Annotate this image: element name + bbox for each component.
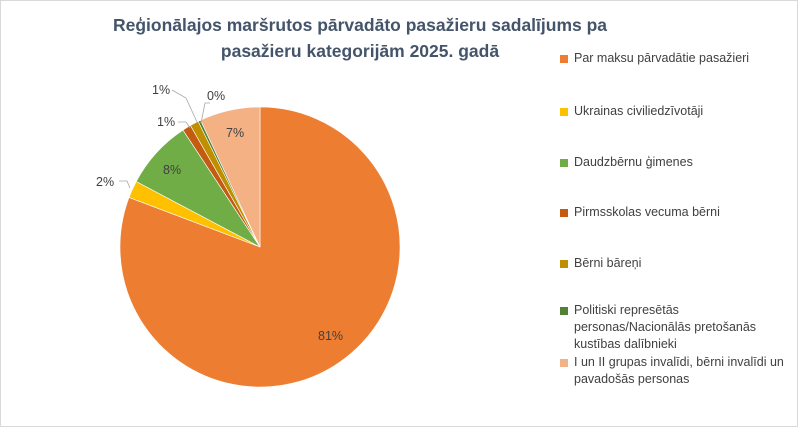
legend-swatch [560, 54, 568, 63]
data-label-7: 7% [226, 126, 244, 140]
legend-label: Politiski represētās personas/Nacionālās… [574, 303, 757, 351]
data-label-1: 81% [318, 329, 343, 343]
legend-label: Daudzbērnu ģimenes [574, 155, 693, 169]
data-label-3: 8% [163, 163, 181, 177]
legend-swatch [560, 107, 568, 116]
leader-line-6 [200, 102, 210, 124]
legend-label: Pirmsskolas vecuma bērni [574, 205, 720, 219]
pie-slice-7 [200, 106, 261, 248]
legend-swatch [560, 158, 568, 167]
legend-item-ukrainas-civiliedzivotaji: Ukrainas civiliedzīvotāji [560, 103, 796, 120]
legend-label: Ukrainas civiliedzīvotāji [574, 104, 704, 118]
legend-label: Par maksu pārvadātie pasažieri [574, 51, 750, 65]
data-label-2: 2% [96, 175, 114, 189]
legend-item-i-un-ii-grupas-invalidi-berni-invalidi-u: I un II grupas invalīdi, bērni invalīdi … [560, 354, 796, 388]
leader-line-2 [119, 180, 131, 189]
data-label-6: 0% [207, 89, 225, 103]
data-label-5: 1% [152, 83, 170, 97]
legend-swatch [560, 358, 568, 367]
legend-item-politiski-represetas-personas-nacionalas: Politiski represētās personas/Nacionālās… [560, 302, 796, 353]
legend-swatch [560, 208, 568, 217]
chart-title: Reģionālajos maršrutos pārvadāto pasažie… [112, 15, 608, 61]
legend-label: I un II grupas invalīdi, bērni invalīdi … [574, 355, 784, 386]
legend-item-par-maksu-parvadatie-pasazieri: Par maksu pārvadātie pasažieri [560, 50, 796, 67]
legend-swatch [560, 306, 568, 315]
legend-item-daudzbernu-gimenes: Daudzbērnu ģimenes [560, 154, 796, 171]
legend-label: Bērni bāreņi [574, 256, 642, 270]
legend-item-berni-bareni: Bērni bāreņi [560, 255, 796, 272]
leader-line-4 [178, 121, 191, 129]
legend-swatch [560, 259, 568, 268]
leader-line-5 [171, 89, 198, 123]
legend-item-pirmsskolas-vecuma-berni: Pirmsskolas vecuma bērni [560, 204, 796, 221]
data-label-4: 1% [157, 115, 175, 129]
